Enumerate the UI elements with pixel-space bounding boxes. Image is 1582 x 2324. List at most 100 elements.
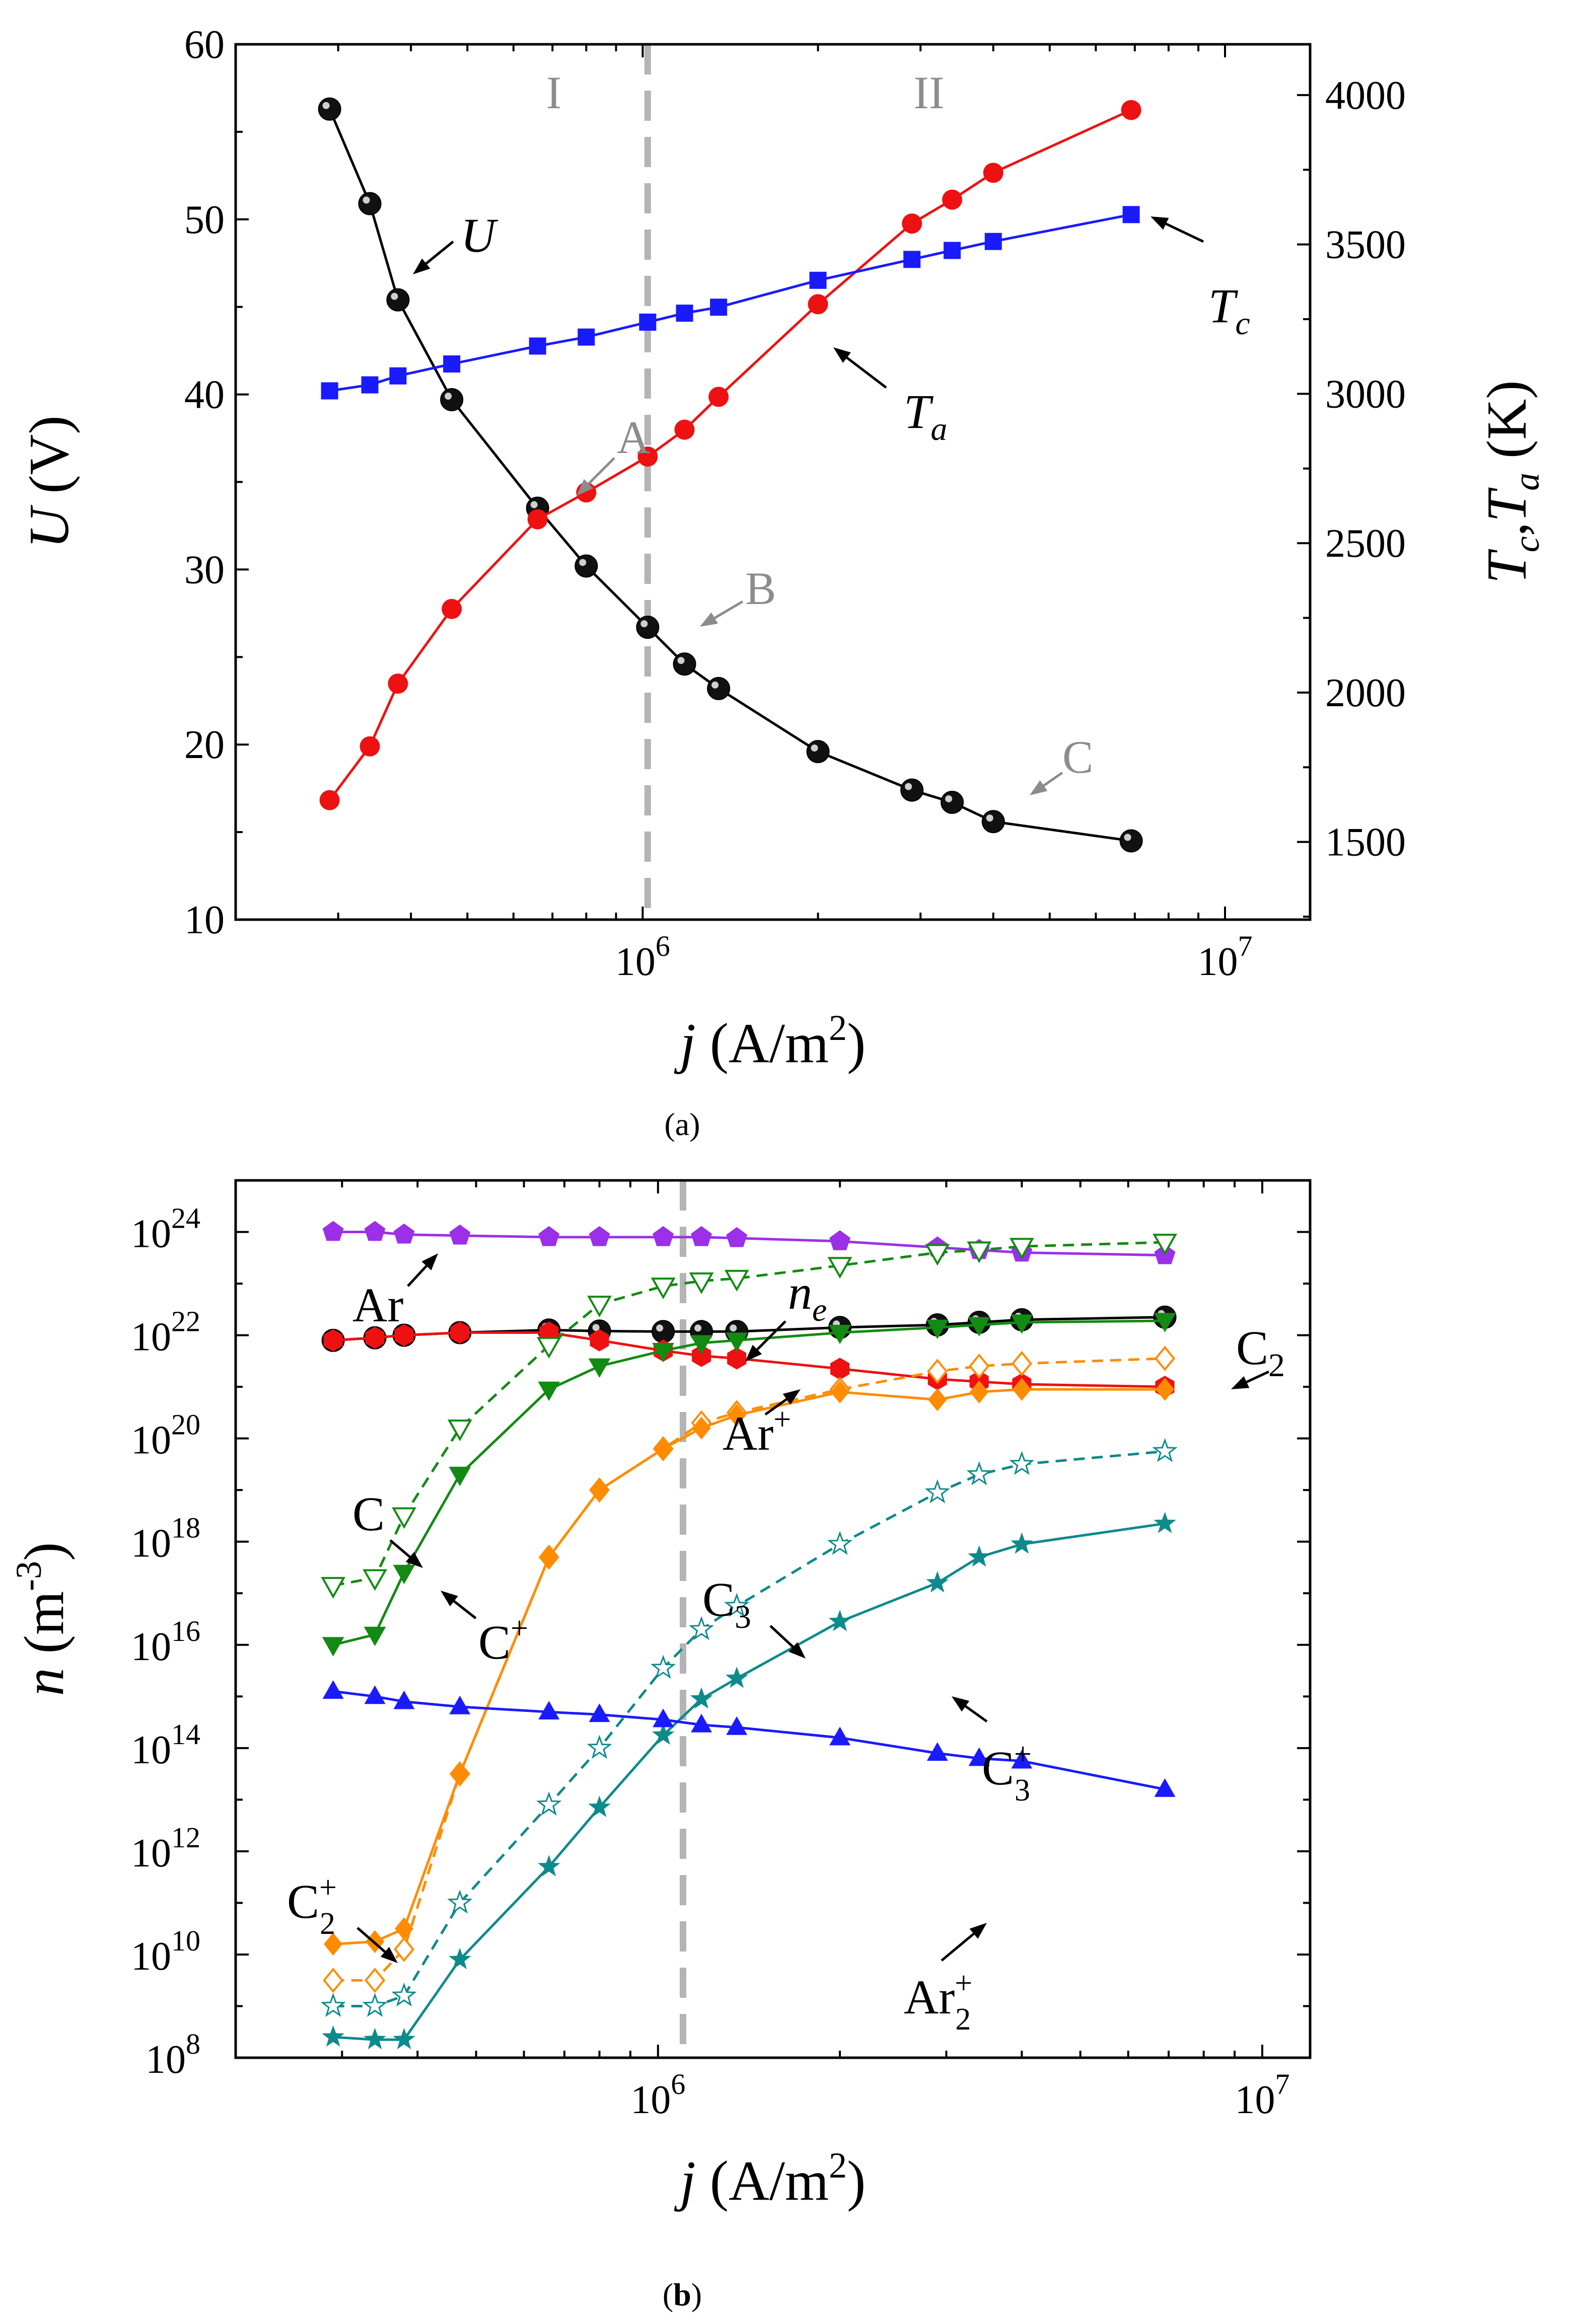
annotation-arrow-A-head — [577, 479, 594, 496]
data-point-C2+-12-body — [1012, 1378, 1032, 1401]
data-point-C2-13 — [1154, 1345, 1176, 1371]
data-point-C3+-11 — [968, 1545, 991, 1567]
data-point-Ar+-5-body — [590, 1329, 609, 1352]
data-point-Ar-6 — [653, 1226, 674, 1246]
data-point-C-4-body — [536, 1337, 561, 1359]
data-point-U-9-shine — [811, 744, 818, 752]
data-point-C3-4 — [536, 1791, 562, 1816]
data-point-U-3-shine — [445, 393, 452, 400]
data-point-U-1-body — [358, 192, 382, 215]
data-point-C3+-7 — [690, 1687, 713, 1709]
data-point-T_c-13 — [1122, 206, 1140, 223]
data-point-C+-7 — [690, 1335, 712, 1355]
x-tick-exp: 7 — [1238, 930, 1252, 962]
annotation-arrow-C — [389, 1539, 423, 1568]
data-point-C2-12-body — [1011, 1351, 1032, 1377]
data-point-U-12-body — [981, 810, 1005, 834]
data-point-C2+-6 — [654, 1437, 673, 1460]
data-point-C3+-12-body — [1011, 1532, 1033, 1554]
data-point-C+-6 — [652, 1342, 675, 1363]
data-point-C3+-3-body — [448, 1947, 471, 1970]
caption-b-letter: b — [673, 2277, 691, 2312]
data-point-Ar2+-11 — [968, 1747, 990, 1766]
y-tick-exp: 18 — [171, 1512, 200, 1544]
x-title-var: j — [674, 1012, 696, 1075]
data-point-T_c-0 — [321, 382, 338, 400]
data-point-Ar-4-body — [538, 1226, 560, 1246]
data-point-C2-11 — [969, 1353, 990, 1379]
data-point-C-6 — [651, 1278, 676, 1300]
annotation-C3-main: C — [702, 1572, 735, 1626]
data-point-U-7-shine — [677, 657, 685, 664]
y-left-title-unit: (V) — [18, 415, 81, 507]
data-point-C3+-7-body — [690, 1687, 713, 1709]
x-tick-exp: 6 — [671, 2068, 685, 2101]
data-point-C2-10-body — [927, 1359, 948, 1384]
y-right-tick-label: 2500 — [1325, 521, 1406, 566]
data-point-U-13 — [1119, 829, 1143, 853]
region-label-I: I — [546, 67, 562, 118]
data-point-C2-1-body — [364, 1968, 386, 1993]
data-point-Ar-4 — [538, 1226, 560, 1246]
annotation-arrow-Cp — [441, 1591, 477, 1619]
data-point-T_c-10 — [903, 251, 921, 268]
data-point-C+-13 — [1154, 1313, 1176, 1332]
annotation-Cp-main: C — [478, 1615, 511, 1669]
data-point-T_a-7 — [674, 419, 695, 440]
data-point-C3-10-body — [924, 1479, 950, 1504]
data-point-U-3 — [440, 388, 464, 412]
series-line-Ar2+ — [333, 1690, 1166, 1791]
annotation-C2p-main: C — [287, 1875, 319, 1928]
annotation-C3p: C+ 3 — [982, 1737, 1032, 1808]
x-title-sup: 2 — [829, 2145, 847, 2186]
data-point-Ar-8 — [726, 1227, 748, 1247]
y-right-title-comma: , — [1476, 522, 1538, 536]
data-point-C3-2-body — [391, 1982, 417, 2007]
plot-frame — [234, 43, 1312, 921]
data-point-C3-8-body — [724, 1593, 750, 1617]
data-point-Ar+-0 — [323, 1329, 343, 1352]
data-point-Ar-0 — [322, 1221, 344, 1241]
data-point-U-12-shine — [986, 814, 993, 822]
data-point-C-6-body — [651, 1278, 676, 1300]
annotation-arrow-C-shaft — [1043, 771, 1063, 787]
data-point-C3+-0 — [322, 2025, 345, 2047]
y-left-title-var: U — [18, 505, 81, 549]
data-point-Ar+-3 — [450, 1321, 470, 1344]
region-label-II: II — [913, 67, 944, 118]
data-point-T_a-3-body — [442, 598, 462, 619]
data-point-Ar2+-9-body — [829, 1727, 851, 1746]
data-point-Ar+-2 — [394, 1324, 414, 1346]
data-point-U-9-body — [806, 740, 830, 764]
data-point-C2+-6-body — [654, 1437, 673, 1460]
y-left-tick-label: 20 — [184, 723, 225, 767]
data-point-C2+-0-body — [324, 1932, 343, 1956]
data-point-U-5 — [574, 554, 598, 578]
data-point-T_c-0-body — [321, 382, 338, 400]
data-point-C+-1 — [364, 1626, 386, 1646]
data-point-C2-2-body — [393, 1936, 415, 1962]
data-point-C2-13-body — [1154, 1345, 1176, 1371]
annotation-arrow-Ar-shaft — [407, 1265, 427, 1287]
data-point-C-11-body — [967, 1241, 992, 1263]
data-point-Ar-6-body — [653, 1226, 674, 1246]
annotation-arrow-A — [577, 457, 615, 496]
annotation-Ar2p-main: Ar — [904, 1970, 955, 2024]
data-point-T_a-2 — [388, 673, 408, 694]
data-point-C2-2 — [393, 1936, 415, 1962]
data-point-Ar+-7 — [692, 1344, 711, 1367]
data-point-T_c-7-body — [676, 305, 693, 322]
data-point-T_c-8 — [710, 298, 728, 316]
x-title-close: ) — [847, 1012, 866, 1075]
annotation-arrow-B-head — [700, 612, 718, 627]
annotation-arrow-Ta — [833, 347, 887, 389]
annotation-Ar2p: Ar+ 2 — [904, 1966, 972, 2037]
data-point-C-8 — [724, 1269, 749, 1292]
annotation-C2p-sup: + — [319, 1870, 337, 1905]
data-point-C3-0-body — [320, 1993, 346, 2017]
x-title-close: ) — [847, 2150, 866, 2212]
data-point-C3-3 — [447, 1889, 473, 1914]
data-point-U-0-shine — [322, 102, 330, 109]
annotation-arrow-C2p-head — [380, 1946, 398, 1963]
